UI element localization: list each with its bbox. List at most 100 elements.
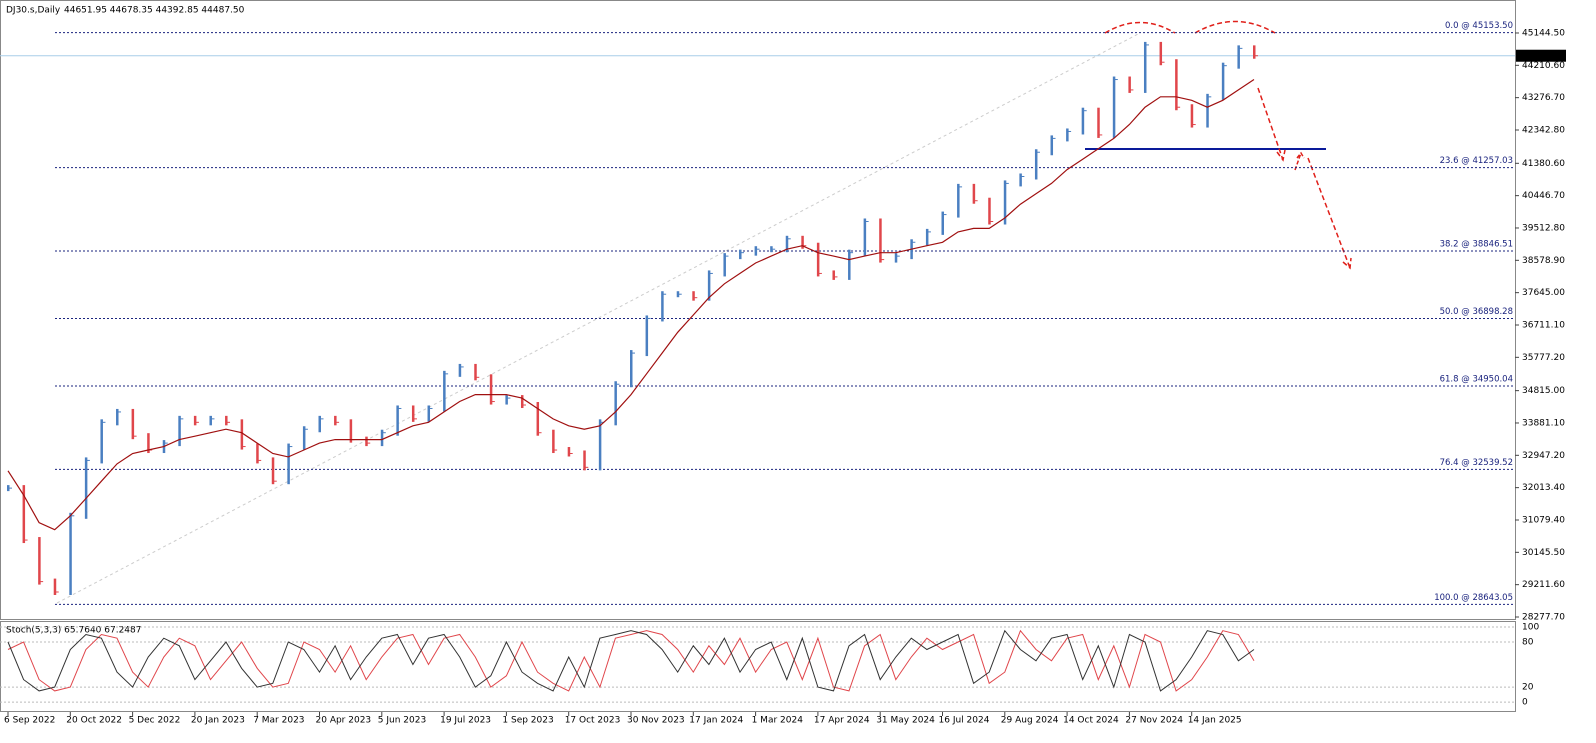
price-bar [957, 183, 960, 218]
fib-label: 100.0 @ 28643.05 [1434, 593, 1513, 603]
stoch-tick-label: 20 [1522, 683, 1534, 693]
y-tick-label: 42342.80 [1522, 125, 1565, 135]
price-bar [707, 270, 711, 301]
x-tick-label: 17 Apr 2024 [814, 716, 870, 726]
x-tick-label: 29 Aug 2024 [1001, 716, 1059, 726]
arrow [1307, 157, 1352, 270]
chart-title: DJ30.s,Daily [6, 6, 61, 16]
price-bar [443, 370, 446, 412]
price-bar [365, 436, 368, 447]
y-tick-label: 36711.10 [1522, 320, 1565, 330]
x-tick-label: 7 Mar 2023 [253, 716, 304, 726]
stoch-tick-label: 0 [1522, 698, 1528, 708]
moving-average [7, 79, 1255, 531]
y-tick-label: 40446.70 [1522, 191, 1565, 201]
price-bar [489, 374, 493, 405]
price-bar [1143, 41, 1147, 93]
x-tick-label: 20 Oct 2022 [66, 716, 122, 726]
stoch-k [7, 629, 1255, 692]
y-tick-label: 32013.40 [1522, 483, 1565, 493]
price-bar [1237, 45, 1240, 69]
price-bar [598, 419, 602, 471]
price-bar [380, 429, 384, 447]
price-bar [552, 429, 555, 454]
x-tick-label: 20 Jan 2023 [191, 716, 245, 726]
y-tick-label: 41380.60 [1522, 159, 1565, 169]
y-tick-label: 39512.80 [1522, 223, 1565, 233]
x-tick-label: 31 May 2024 [876, 716, 935, 726]
price-bar [1159, 41, 1163, 66]
y-tick-label: 33881.10 [1522, 418, 1565, 428]
price-bar [38, 537, 41, 585]
fib-label: 76.4 @ 32539.52 [1440, 458, 1513, 468]
price-bar [754, 246, 758, 256]
price-bar [1206, 93, 1209, 128]
price-bar [1221, 62, 1225, 100]
x-tick-label: 5 Dec 2022 [129, 716, 181, 726]
x-tick-label: 27 Nov 2024 [1125, 716, 1183, 726]
y-tick-label: 29211.60 [1522, 580, 1565, 590]
price-bar [941, 211, 944, 235]
price-bar [349, 419, 353, 443]
price-bar [832, 270, 835, 280]
price-bar [474, 363, 477, 381]
price-bar [567, 447, 571, 457]
y-tick-label: 31079.40 [1522, 515, 1565, 525]
price-bar [739, 249, 742, 260]
price-bar [785, 235, 789, 253]
price-bar [1175, 59, 1178, 111]
price-bar [396, 405, 399, 436]
stoch-d [7, 629, 1255, 692]
price-bar [84, 457, 88, 519]
stoch-title: Stoch(5,3,3) 65.7640 67.2487 [6, 626, 141, 636]
price-bar [69, 512, 72, 595]
price-bar [520, 395, 524, 409]
x-tick-label: 20 Apr 2023 [316, 716, 372, 726]
y-tick-label: 32947.20 [1522, 451, 1565, 461]
price-bar [427, 405, 431, 422]
price-bar [302, 426, 306, 450]
y-tick-label: 37645.00 [1522, 288, 1565, 298]
fib-label: 50.0 @ 36898.28 [1440, 307, 1513, 317]
x-tick-label: 5 Jun 2023 [378, 716, 426, 726]
price-bar [879, 218, 882, 263]
price-bar [209, 415, 212, 426]
fib-label: 38.2 @ 38846.51 [1440, 240, 1513, 250]
stoch-panel [0, 621, 1516, 712]
top-arc [1104, 21, 1176, 34]
price-bar [1253, 45, 1256, 59]
x-tick-label: 1 Mar 2024 [752, 716, 804, 726]
arrow [1257, 87, 1286, 162]
price-bar [287, 443, 290, 485]
main-panel [0, 0, 1516, 620]
y-tick-label: 35777.20 [1522, 353, 1565, 363]
x-tick-label: 14 Oct 2024 [1063, 716, 1119, 726]
x-tick-label: 17 Oct 2023 [565, 716, 621, 726]
price-bar [816, 242, 820, 277]
price-bar [178, 415, 181, 447]
stoch-tick-label: 80 [1522, 637, 1534, 647]
price-bar [848, 249, 851, 280]
price-bar [147, 433, 150, 454]
price-bar [645, 315, 649, 357]
price-bar [1034, 149, 1038, 180]
price-bar [723, 253, 726, 277]
price-bar [925, 228, 929, 246]
last-price-label: 44487.50 [1520, 51, 1563, 61]
price-bar [583, 450, 586, 471]
price-bar [240, 419, 244, 450]
price-bar [863, 218, 867, 256]
price-bar [22, 485, 26, 544]
y-tick-label: 28277.70 [1522, 612, 1565, 622]
price-bar [1097, 107, 1100, 138]
y-tick-label: 44210.60 [1522, 61, 1565, 71]
price-bar [536, 402, 540, 436]
x-tick-label: 14 Jan 2025 [1188, 716, 1242, 726]
price-bar [1128, 76, 1131, 93]
top-arc [1194, 20, 1276, 34]
x-tick-label: 16 Jul 2024 [939, 716, 990, 726]
price-bar [256, 443, 259, 464]
price-bar [100, 419, 103, 464]
annotations [56, 20, 1352, 604]
